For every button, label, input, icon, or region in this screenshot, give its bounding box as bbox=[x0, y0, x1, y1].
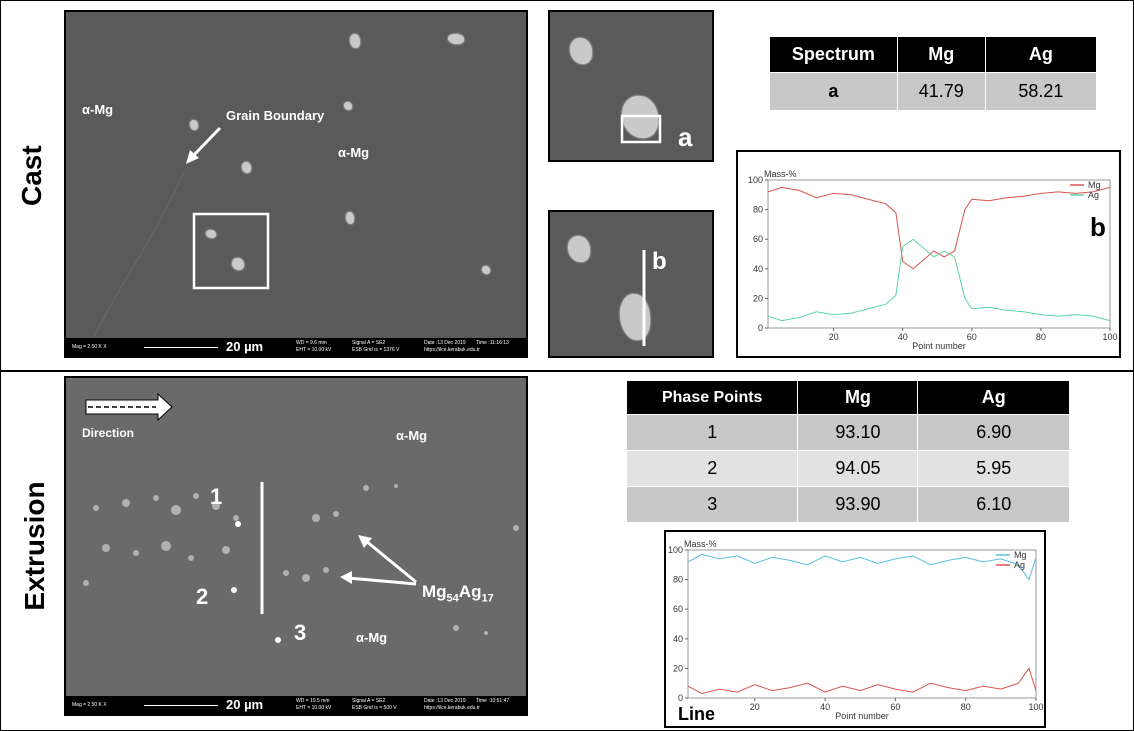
zoom-label-b: b bbox=[652, 248, 667, 275]
y-tick-label: 100 bbox=[748, 175, 763, 185]
table-header: Mg bbox=[896, 36, 986, 73]
chart-panel-label: Line bbox=[678, 704, 716, 724]
x-tick-label: 100 bbox=[1102, 332, 1117, 342]
zoom-label-a: a bbox=[678, 122, 693, 152]
x-tick-label: 20 bbox=[829, 332, 839, 342]
y-axis-label: Mass-% bbox=[764, 169, 797, 179]
legend-label: Ag bbox=[1014, 560, 1025, 570]
grain-boundary-label: Grain Boundary bbox=[226, 108, 325, 123]
point-label-1: 1 bbox=[210, 484, 223, 509]
cast-zoom-image-a: a bbox=[548, 10, 714, 162]
x-tick-label: 40 bbox=[898, 332, 908, 342]
table-header: Spectrum bbox=[769, 36, 898, 73]
analysis-box bbox=[620, 114, 662, 144]
x-tick-label: 100 bbox=[1028, 702, 1043, 712]
scale-bar bbox=[144, 705, 218, 706]
particle bbox=[242, 162, 251, 173]
series-line-ag bbox=[767, 238, 1111, 322]
legend-label: Mg bbox=[1088, 180, 1101, 190]
y-tick-label: 80 bbox=[673, 575, 683, 585]
cast-zoom-image-b: b bbox=[548, 210, 714, 358]
x-tick-label: 60 bbox=[967, 332, 977, 342]
particle bbox=[570, 38, 592, 64]
particle bbox=[350, 34, 360, 48]
cast-sem-image: α-Mg Grain Boundary α-Mg Mag = 2.50 K X … bbox=[64, 10, 528, 358]
table-header: Ag bbox=[917, 380, 1070, 415]
particle bbox=[232, 258, 244, 270]
y-axis-label: Mass-% bbox=[684, 539, 717, 549]
y-tick-label: 20 bbox=[753, 293, 763, 303]
chart-panel-label: b bbox=[1090, 212, 1106, 242]
y-tick-label: 0 bbox=[678, 693, 683, 703]
x-tick-label: 80 bbox=[961, 702, 971, 712]
table-row: 3 93.90 6.10 bbox=[625, 486, 1070, 523]
y-tick-label: 100 bbox=[668, 545, 683, 555]
y-tick-label: 60 bbox=[673, 604, 683, 614]
extrusion-line-scan-chart: 0 20 40 60 80 100 20 40 60 80 100 Mass-% Point numbe… bbox=[664, 530, 1046, 728]
table-header: Ag bbox=[984, 36, 1098, 73]
y-tick-label: 80 bbox=[753, 205, 763, 215]
particle bbox=[190, 120, 198, 130]
extrusion-sem-image: Direction α-Mg α-Mg 1 2 3 Mg54Ag17 Mag =… bbox=[64, 376, 528, 716]
y-tick-label: 20 bbox=[673, 663, 683, 673]
direction-label: Direction bbox=[82, 426, 135, 440]
x-axis-label: Point number bbox=[912, 341, 966, 351]
plot-frame bbox=[767, 179, 1111, 329]
alpha-mg-label: α-Mg bbox=[82, 102, 114, 117]
extrusion-phase-table: Phase Points Mg Ag 1 93.10 6.90 2 94.05 … bbox=[625, 380, 1070, 523]
x-tick-label: 20 bbox=[750, 702, 760, 712]
particle bbox=[568, 236, 590, 262]
line-scan-marker bbox=[642, 250, 646, 346]
legend-label: Ag bbox=[1088, 190, 1099, 200]
alpha-mg-label: α-Mg bbox=[338, 145, 370, 160]
series-line-mg bbox=[687, 553, 1037, 581]
alpha-mg-label: α-Mg bbox=[356, 630, 388, 645]
particle bbox=[346, 212, 354, 224]
phase-label: Mg54Ag17 bbox=[422, 582, 494, 605]
series-line-mg bbox=[767, 186, 1111, 270]
point-label-3: 3 bbox=[294, 620, 307, 645]
y-tick-label: 0 bbox=[758, 323, 763, 333]
cast-line-scan-chart: 0 20 40 60 80 100 20 40 60 80 100 Mass-% Point numbe… bbox=[736, 150, 1121, 358]
y-tick-label: 60 bbox=[753, 234, 763, 244]
grain-boundary-arrow bbox=[85, 126, 270, 353]
table-row: 1 93.10 6.90 bbox=[625, 414, 1070, 451]
point-label-2: 2 bbox=[196, 584, 209, 609]
x-tick-label: 40 bbox=[820, 702, 830, 712]
table-header: Mg bbox=[797, 380, 919, 415]
scale-bar bbox=[144, 347, 218, 348]
y-tick-label: 40 bbox=[753, 264, 763, 274]
particle bbox=[206, 230, 216, 238]
table-row: 2 94.05 5.95 bbox=[625, 450, 1070, 487]
x-axis-label: Point number bbox=[835, 711, 889, 721]
particle bbox=[344, 102, 352, 110]
cast-section-label: Cast bbox=[16, 145, 47, 206]
extrusion-overlay bbox=[83, 392, 519, 643]
extrusion-section-label: Extrusion bbox=[19, 481, 50, 611]
particle bbox=[448, 34, 464, 44]
legend-label: Mg bbox=[1014, 550, 1027, 560]
series-line-ag bbox=[687, 667, 1037, 695]
alpha-mg-label: α-Mg bbox=[396, 428, 428, 443]
plot-frame bbox=[687, 549, 1037, 699]
x-tick-label: 80 bbox=[1036, 332, 1046, 342]
y-tick-label: 40 bbox=[673, 634, 683, 644]
sem-info-bar: Mag = 2.50 K X 20 µm WD = 10.5 mm EHT = … bbox=[66, 696, 526, 714]
particle bbox=[482, 266, 490, 274]
x-tick-label: 60 bbox=[890, 702, 900, 712]
table-row: a 41.79 58.21 bbox=[769, 72, 1098, 111]
table-header: Phase Points bbox=[625, 380, 799, 415]
cast-spectrum-table: Spectrum Mg Ag a 41.79 58.21 bbox=[769, 36, 1098, 111]
sem-info-bar: Mag = 2.50 K X 20 µm WD = 9.6 mm EHT = 1… bbox=[66, 338, 526, 356]
